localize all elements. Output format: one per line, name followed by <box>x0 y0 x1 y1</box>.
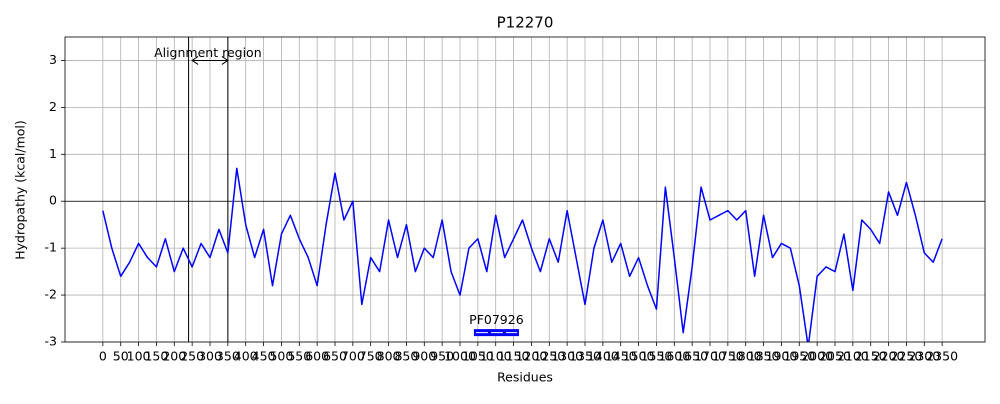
x-tick-label: 2250 <box>891 349 923 364</box>
y-tick-label: 3 <box>49 52 57 67</box>
x-tick-label: 750 <box>359 349 383 364</box>
x-tick-label: 2200 <box>873 349 905 364</box>
x-tick-label: 50 <box>113 349 129 364</box>
annotation-text: Alignment region <box>154 45 262 60</box>
x-tick-label: 1200 <box>516 349 548 364</box>
x-tick-label: 2000 <box>801 349 833 364</box>
y-tick-label: 0 <box>49 193 57 208</box>
y-tick-label: -3 <box>45 334 57 349</box>
x-tick-label: 1700 <box>694 349 726 364</box>
x-tick-label: 1100 <box>480 349 512 364</box>
x-tick-label: 650 <box>323 349 347 364</box>
x-tick-label: 2150 <box>855 349 887 364</box>
x-tick-label: 300 <box>198 349 222 364</box>
x-tick-label: 600 <box>305 349 329 364</box>
x-tick-label: 1300 <box>551 349 583 364</box>
x-tick-label: 450 <box>252 349 276 364</box>
x-tick-label: 1600 <box>658 349 690 364</box>
x-tick-label: 1750 <box>712 349 744 364</box>
x-tick-label: 800 <box>377 349 401 364</box>
x-tick-label: 1650 <box>676 349 708 364</box>
x-tick-label: 900 <box>412 349 436 364</box>
x-tick-label: 1800 <box>730 349 762 364</box>
x-axis-label: Residues <box>497 370 553 385</box>
x-tick-label: 1400 <box>587 349 619 364</box>
x-tick-label: 700 <box>341 349 365 364</box>
arrow-head <box>191 56 199 65</box>
hydropathy-line <box>102 167 943 342</box>
x-tick-label: 1000 <box>444 349 476 364</box>
plot-frame <box>64 36 986 343</box>
x-tick-label: 150 <box>144 349 168 364</box>
y-tick-label: -2 <box>45 287 57 302</box>
x-tick-label: 1050 <box>462 349 494 364</box>
arrow-head <box>221 56 229 65</box>
y-tick-label: 2 <box>49 99 57 114</box>
x-tick-label: 1900 <box>766 349 798 364</box>
plot-area <box>102 167 943 342</box>
x-tick-label: 850 <box>394 349 418 364</box>
x-tick-label: 2300 <box>908 349 940 364</box>
x-tick-label: 400 <box>234 349 258 364</box>
x-tick-label: 1150 <box>498 349 530 364</box>
x-tick-label: 500 <box>269 349 293 364</box>
x-tick-label: 200 <box>162 349 186 364</box>
x-tick-label: 2100 <box>837 349 869 364</box>
y-tick-label: 1 <box>49 146 57 161</box>
x-tick-label: 1450 <box>605 349 637 364</box>
x-tick-label: 100 <box>127 349 151 364</box>
x-tick-label: 1950 <box>783 349 815 364</box>
x-tick-label: 1350 <box>569 349 601 364</box>
x-tick-label: 950 <box>430 349 454 364</box>
x-tick-label: 1500 <box>623 349 655 364</box>
x-tick-label: 1550 <box>641 349 673 364</box>
x-tick-label: 250 <box>180 349 204 364</box>
x-tick-label: 350 <box>216 349 240 364</box>
chart-title: P12270 <box>497 14 554 32</box>
y-tick-label: -1 <box>45 240 57 255</box>
x-tick-label: 0 <box>99 349 107 364</box>
domain-label: PF07926 <box>469 312 524 327</box>
y-axis-label: Hydropathy (kcal/mol) <box>13 120 28 260</box>
x-tick-label: 2350 <box>926 349 958 364</box>
x-tick-label: 550 <box>287 349 311 364</box>
x-tick-label: 1250 <box>533 349 565 364</box>
x-tick-label: 1850 <box>748 349 780 364</box>
x-tick-label: 2050 <box>819 349 851 364</box>
